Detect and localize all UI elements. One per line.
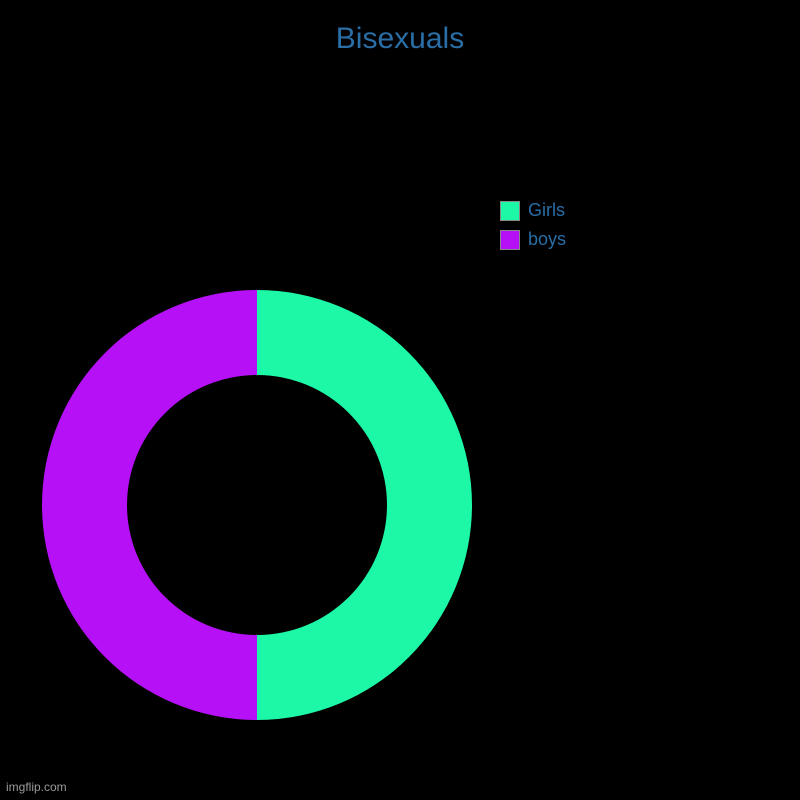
legend: Girls boys [500, 200, 566, 258]
donut-chart [42, 290, 472, 720]
legend-label-girls: Girls [528, 200, 565, 221]
legend-item-girls: Girls [500, 200, 566, 221]
legend-swatch-girls [500, 201, 520, 221]
chart-title: Bisexuals [0, 22, 800, 56]
legend-swatch-boys [500, 230, 520, 250]
donut-segment [42, 290, 257, 720]
watermark: imgflip.com [6, 780, 67, 794]
donut-segment [257, 290, 472, 720]
legend-label-boys: boys [528, 229, 566, 250]
legend-item-boys: boys [500, 229, 566, 250]
